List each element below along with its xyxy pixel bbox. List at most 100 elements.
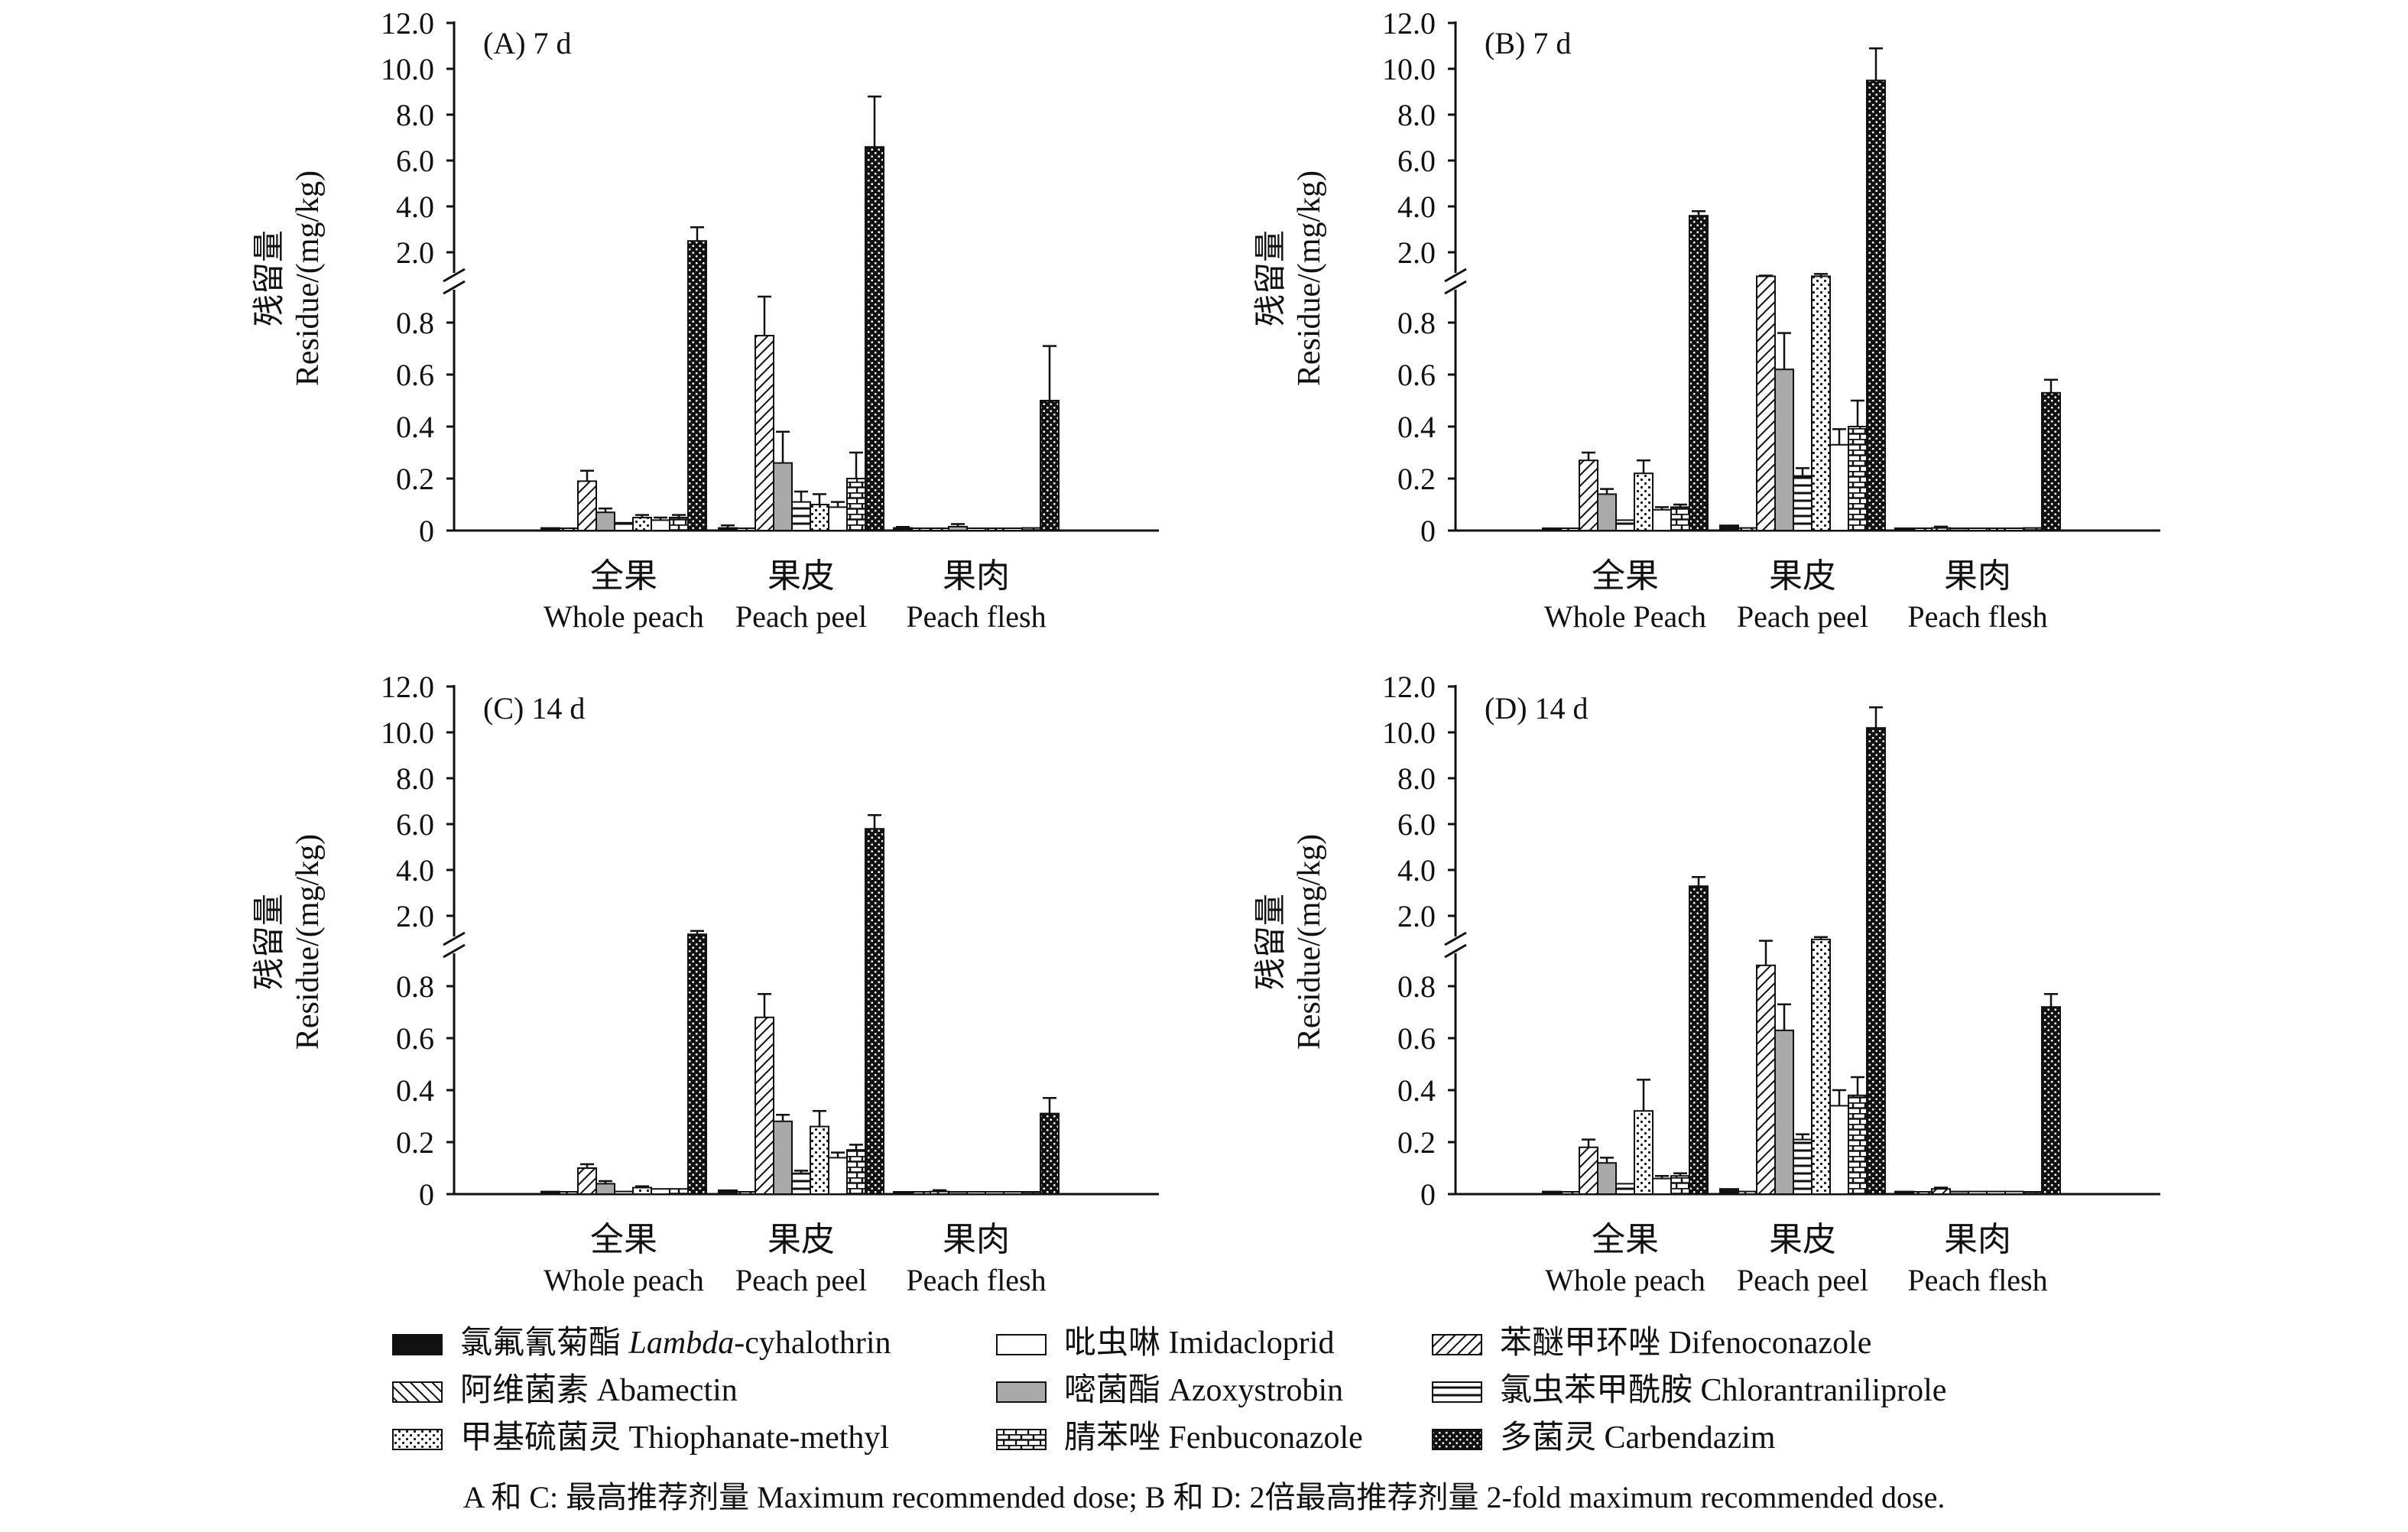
legend-item: 嘧菌酯 Azoxystrobin (996, 1373, 1343, 1408)
bar (1670, 506, 1690, 532)
category-label-cn: 果皮 (768, 1221, 835, 1258)
bar (1738, 527, 1757, 531)
bar (1579, 459, 1598, 532)
y-tick-label: 0.8 (1397, 306, 1436, 340)
y-tick-label: 2.0 (1397, 899, 1436, 933)
bar (810, 1125, 829, 1195)
y-tick-label: 2.0 (396, 235, 434, 270)
bar (736, 1191, 756, 1195)
y-tick-label: 10.0 (1382, 716, 1436, 750)
bar (755, 1016, 774, 1196)
axis-break-mark (1444, 931, 1467, 946)
y-tick-label: 0.4 (1397, 1073, 1436, 1108)
category-label-cn: 全果 (1592, 557, 1659, 595)
bar (1894, 1190, 1914, 1195)
y-tick-label: 8.0 (396, 98, 434, 132)
legend-swatch (1432, 1334, 1482, 1355)
bar (614, 1190, 634, 1195)
legend-swatch (996, 1381, 1047, 1403)
bar (1894, 527, 1914, 531)
bar (1986, 1190, 2006, 1195)
bar (651, 519, 670, 532)
bar (1986, 527, 2006, 531)
bar (1670, 1175, 1690, 1195)
y-tick-label: 0.2 (1397, 1125, 1436, 1160)
category-label-cn: 果皮 (1769, 1221, 1836, 1258)
bar (2041, 391, 2061, 531)
legend-label: 氯氟氰菊酯 Lambda-cyhalothrin (460, 1326, 891, 1361)
category-label-en: Whole peach (544, 1263, 704, 1297)
bar (1848, 426, 1868, 531)
legend-item: 腈苯唑 Fenbuconazole (996, 1420, 1363, 1456)
legend-item: 氯虫苯甲酰胺 Chlorantraniliprole (1432, 1373, 1946, 1408)
bar (596, 1183, 615, 1196)
y-tick-label: 0.8 (396, 969, 434, 1004)
bar (966, 527, 986, 531)
panel-title: (C) 14 d (483, 691, 585, 725)
y-axis-label-en: Residue/(mg/kg) (1292, 834, 1327, 1050)
y-tick-label: 2.0 (396, 899, 434, 933)
bar (669, 1188, 689, 1195)
y-tick-label: 8.0 (396, 761, 434, 796)
bar (1560, 527, 1580, 531)
bar (736, 527, 756, 531)
y-tick-label: 0 (1420, 1177, 1436, 1212)
bar (1968, 1190, 1988, 1195)
bar (559, 1191, 579, 1195)
bar (1719, 1188, 1739, 1195)
category-label-cn: 果肉 (943, 557, 1010, 595)
panel-c: 0 0.2 0.4 0.6 0.8 2.0 4.0 6.0 8.0 10.0 12.0 残留量 Resi… (252, 670, 1159, 1297)
legend-swatch (1432, 1429, 1482, 1450)
bar (1003, 527, 1023, 531)
bar (865, 828, 884, 1195)
bar (773, 1120, 793, 1196)
y-axis-label-cn: 残留量 (1254, 230, 1289, 326)
bar (1652, 508, 1672, 531)
y-tick-label: 6.0 (396, 144, 434, 178)
bar (1829, 443, 1849, 531)
bar (1021, 1191, 1041, 1195)
bar (1793, 1138, 1812, 1195)
bar (1597, 493, 1617, 532)
y-axis-label-cn: 残留量 (252, 894, 287, 990)
bar (1615, 1183, 1635, 1196)
axis-break-mark (443, 943, 466, 959)
bar (846, 1149, 866, 1195)
bar (791, 501, 811, 531)
bar (1829, 1105, 1849, 1196)
bar (577, 480, 597, 532)
bar (1774, 1029, 1794, 1196)
y-axis-label-en: Residue/(mg/kg) (290, 834, 326, 1050)
bar (1774, 368, 1794, 532)
y-tick-label: 8.0 (1397, 98, 1436, 132)
bar (1003, 1191, 1023, 1195)
category-label-en: Whole peach (544, 599, 704, 634)
bar (1913, 1191, 1933, 1195)
bar (718, 527, 738, 531)
category-label-en: Peach flesh (1907, 599, 2047, 634)
bar (1542, 527, 1562, 531)
legend-label: 嘧菌酯 Azoxystrobin (1064, 1373, 1343, 1408)
bar (2023, 1191, 2043, 1195)
category-label-cn: 果肉 (1944, 1221, 2011, 1258)
bar (2004, 527, 2024, 531)
bar (1634, 472, 1653, 532)
legend-item: 阿维菌素 Abamectin (392, 1373, 738, 1408)
figure-caption: A 和 C: 最高推荐剂量 Maximum recommended dose; … (463, 1480, 1946, 1514)
y-tick-label: 6.0 (1397, 807, 1436, 842)
category-label-en: Peach peel (1737, 599, 1868, 634)
bar (1597, 1162, 1617, 1195)
y-tick-label: 12.0 (381, 670, 434, 704)
bar (755, 335, 774, 531)
category-label-en: Peach peel (1737, 1263, 1868, 1297)
bar (985, 1191, 1004, 1195)
bar (1811, 938, 1831, 1196)
bar (810, 504, 829, 531)
panel-title: (D) 14 d (1485, 691, 1589, 725)
bar (1848, 1094, 1868, 1196)
panel-b: 0 0.2 0.4 0.6 0.8 2.0 4.0 6.0 8.0 10.0 12.0 残留量 Resi… (1254, 6, 2160, 634)
bar (930, 527, 949, 531)
bar (1738, 1190, 1757, 1195)
legend-swatch (392, 1381, 443, 1403)
